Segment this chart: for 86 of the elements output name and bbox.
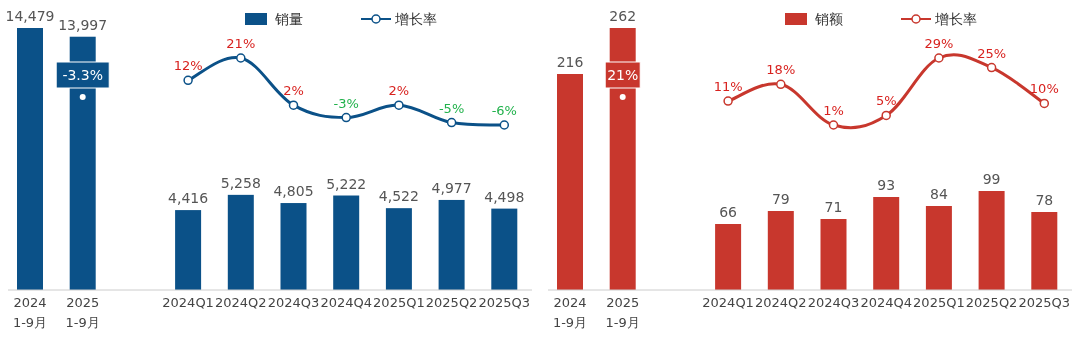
bar <box>557 74 583 290</box>
data-label: 84 <box>929 186 948 202</box>
data-label: -6% <box>491 103 517 118</box>
x-tick-label: 2025Q2 <box>965 295 1018 310</box>
x-tick-label: 2024 1-9月 <box>552 295 588 330</box>
data-label: 25% <box>977 45 1007 61</box>
legend-label: 销额 <box>814 11 843 27</box>
x-tick-label: 2024Q1 <box>162 295 214 310</box>
data-label: 78 <box>1035 192 1054 208</box>
data-label: 4,805 <box>273 183 314 200</box>
point <box>499 120 510 130</box>
point <box>288 100 299 110</box>
data-label: 2% <box>283 83 304 99</box>
data-label: 18% <box>766 62 796 78</box>
data-label: 93 <box>877 177 896 193</box>
x-tick-label: 2024Q4 <box>320 295 372 310</box>
point <box>341 112 351 123</box>
annotation: -3.3% <box>62 67 104 83</box>
x-tick-label: 2024Q2 <box>215 295 267 310</box>
data-label: -5% <box>438 100 465 116</box>
data-label: 5,258 <box>220 174 261 191</box>
data-label: -3% <box>333 95 359 111</box>
bar <box>385 208 412 290</box>
data-label: 10% <box>1029 81 1059 97</box>
data-label: 21% <box>226 36 256 51</box>
annotation: 21% <box>607 67 639 83</box>
data-label: 14,479 <box>5 8 55 24</box>
point <box>881 110 891 121</box>
bar <box>925 206 952 290</box>
x-tick-label: 2025Q1 <box>913 295 965 310</box>
x-tick-label: 2025 1-9月 <box>65 295 100 330</box>
bar <box>491 208 518 290</box>
point <box>1039 98 1050 109</box>
data-label: 4,416 <box>168 190 209 207</box>
point <box>183 75 193 86</box>
point <box>446 117 457 128</box>
data-label: 11% <box>713 79 743 95</box>
point <box>236 53 246 63</box>
data-label: 4,977 <box>431 179 472 196</box>
bar <box>1031 212 1058 290</box>
bar <box>175 210 202 290</box>
bar <box>227 194 254 290</box>
x-tick-label: 2024Q3 <box>267 295 320 310</box>
data-label: 2% <box>388 83 410 99</box>
x-tick-label: 2025Q2 <box>425 295 478 310</box>
x-tick-label: 2024Q2 <box>755 295 807 310</box>
bar <box>17 28 43 290</box>
data-label: 4,522 <box>378 188 419 205</box>
bar <box>873 197 900 290</box>
x-tick-label: 2024Q1 <box>702 295 754 310</box>
legend-label: 销量 <box>274 11 303 27</box>
data-label: 29% <box>924 36 954 51</box>
x-tick-label: 2025Q3 <box>1018 295 1071 310</box>
legend-label: 增长率 <box>394 11 437 27</box>
data-label: 66 <box>719 204 738 220</box>
bar <box>333 195 360 290</box>
data-label: 1% <box>823 103 844 118</box>
data-label: 12% <box>173 58 203 74</box>
data-label: 13,997 <box>58 16 108 33</box>
point <box>776 79 786 90</box>
x-tick-label: 2025 1-9月 <box>605 295 640 330</box>
data-label: 79 <box>771 191 790 207</box>
point <box>723 96 733 106</box>
point <box>394 100 404 110</box>
data-label: 4,498 <box>484 188 525 205</box>
x-tick-label: 2024Q4 <box>860 295 912 310</box>
legend-label: 增长率 <box>934 11 977 27</box>
data-label: 262 <box>609 8 637 24</box>
data-label: 5% <box>875 93 897 109</box>
bar <box>438 199 465 290</box>
point <box>828 120 839 130</box>
bar <box>820 219 847 290</box>
point <box>986 62 997 73</box>
data-label: 71 <box>824 199 843 215</box>
data-label: 99 <box>982 171 1001 187</box>
x-tick-label: 2024 1-9月 <box>12 295 48 330</box>
bar <box>978 191 1005 290</box>
x-tick-label: 2025Q3 <box>478 295 531 310</box>
bar <box>280 203 307 290</box>
x-tick-label: 2024Q3 <box>807 295 860 310</box>
bar <box>715 224 742 290</box>
bar <box>767 211 794 290</box>
data-label: 216 <box>556 54 584 70</box>
x-tick-label: 2025Q1 <box>373 295 425 310</box>
data-label: 5,222 <box>326 175 367 192</box>
point <box>934 53 944 63</box>
